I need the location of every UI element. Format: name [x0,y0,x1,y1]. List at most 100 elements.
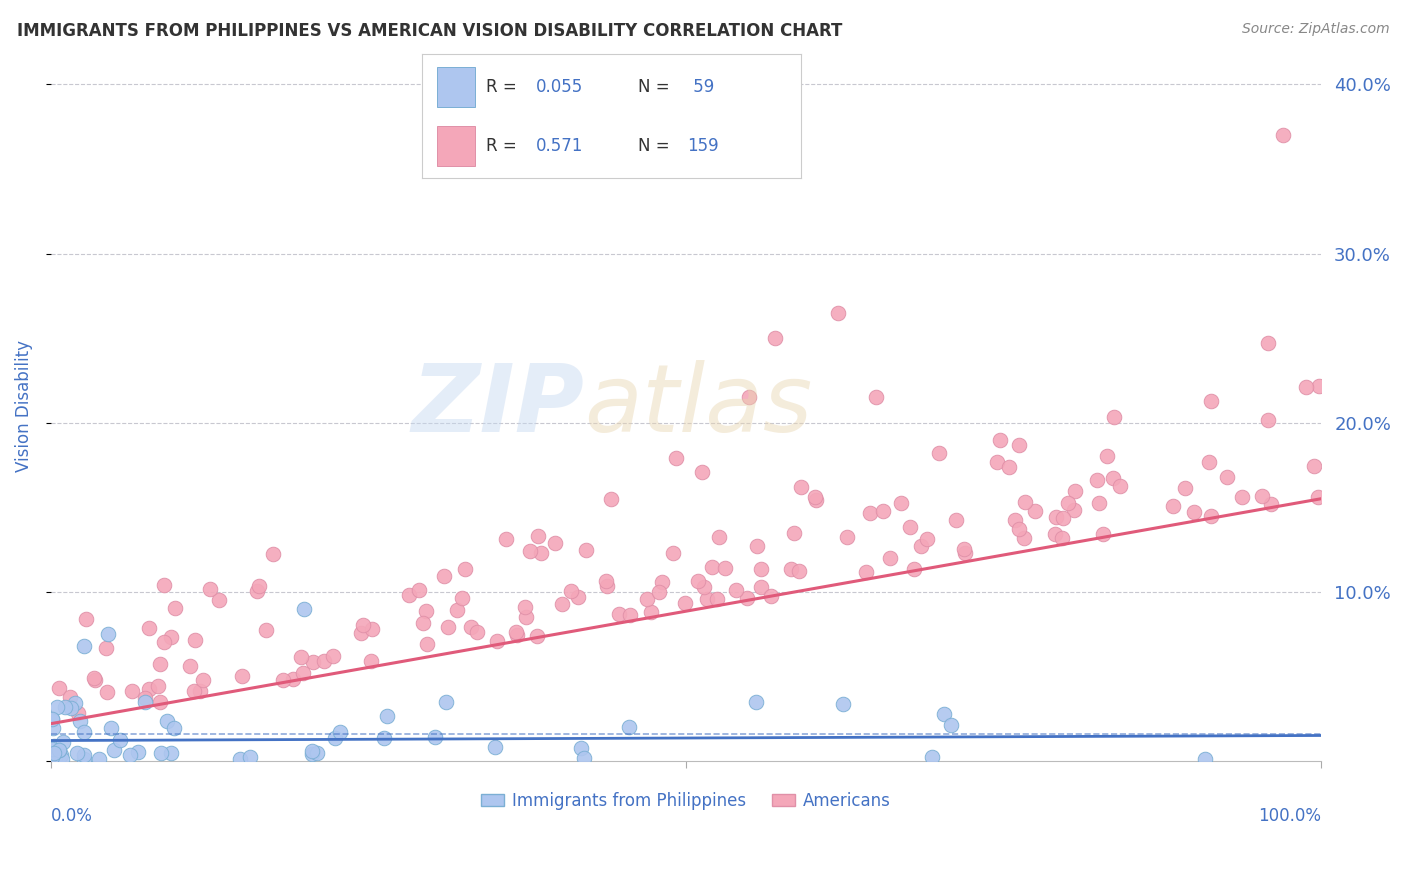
Point [67,706,90,721]
Point [903,562,925,576]
Point [955,546,977,560]
Point [998,460,1021,475]
Point [375,708,398,723]
Point [73,639,96,653]
Point [872,504,894,518]
Point [247,579,270,593]
Point [921,750,943,764]
Point [787,564,810,578]
Point [193,673,215,687]
Point [1194,752,1216,766]
Point [696,591,718,606]
Point [1064,483,1087,498]
Point [1306,491,1329,505]
Point [408,582,430,597]
Point [543,536,565,550]
Point [437,620,460,634]
Point [747,539,769,553]
Point [1043,527,1066,541]
Point [138,681,160,696]
Point [636,591,658,606]
Point [596,579,619,593]
Point [41,712,63,726]
Point [530,546,553,560]
Point [599,492,621,507]
Point [41,747,63,762]
Point [294,601,316,615]
Point [398,588,420,602]
Point [835,530,858,544]
Point [208,593,231,607]
Point [855,565,877,579]
Point [73,725,96,739]
Point [526,629,548,643]
Point [1091,527,1114,541]
Point [831,697,853,711]
Point [1198,455,1220,469]
Point [560,583,582,598]
Text: 159: 159 [688,137,718,155]
Point [763,331,786,345]
Point [1257,335,1279,350]
Point [121,684,143,698]
Point [738,390,761,404]
Point [42,746,65,760]
Point [246,584,269,599]
Text: 0.0%: 0.0% [51,807,93,825]
Point [661,546,683,560]
Point [460,620,482,634]
Point [527,529,550,543]
Point [228,752,250,766]
Point [352,617,374,632]
Point [59,690,82,705]
Point [231,669,253,683]
Point [373,731,395,746]
Point [48,743,70,757]
Point [350,626,373,640]
Point [451,591,474,605]
Point [986,455,1008,469]
Point [425,731,447,745]
Point [108,732,131,747]
Point [941,718,963,732]
Point [519,544,541,558]
Point [138,621,160,635]
Point [619,608,641,623]
Point [707,530,730,544]
Point [651,575,673,590]
Text: R =: R = [486,78,523,96]
Point [567,591,589,605]
Point [686,574,709,588]
Point [513,600,536,615]
Point [665,450,688,465]
Point [617,720,640,734]
Point [1085,474,1108,488]
Legend: Immigrants from Philippines, Americans: Immigrants from Philippines, Americans [474,785,898,816]
Point [150,746,173,760]
Point [1308,379,1330,393]
Point [804,491,827,505]
Point [1057,496,1080,510]
Point [1216,470,1239,484]
Point [52,735,75,749]
Point [1109,479,1132,493]
Point [1201,508,1223,523]
Point [291,666,314,681]
Point [51,752,73,766]
Point [41,750,63,764]
Point [1201,393,1223,408]
Point [63,697,86,711]
Point [89,752,111,766]
Point [73,747,96,762]
Point [783,526,806,541]
Point [790,480,813,494]
Point [127,745,149,759]
Point [1024,504,1046,518]
Point [416,637,439,651]
Point [945,513,967,527]
Point [690,465,713,479]
Point [103,743,125,757]
Point [302,655,325,669]
Point [160,630,183,644]
Point [515,610,537,624]
